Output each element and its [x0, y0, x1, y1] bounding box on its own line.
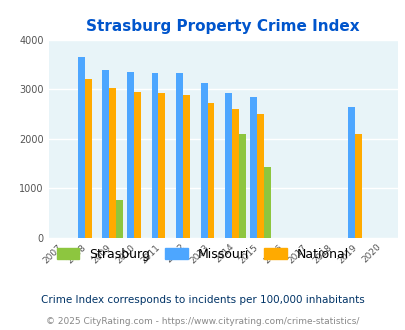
Bar [158, 93, 165, 238]
Bar [256, 115, 263, 238]
Bar [354, 134, 361, 238]
Bar [84, 79, 91, 238]
Bar [232, 110, 239, 238]
Bar [134, 92, 141, 238]
Title: Strasburg Property Crime Index: Strasburg Property Crime Index [86, 19, 359, 34]
Bar [151, 73, 158, 238]
Bar [77, 57, 84, 238]
Bar [347, 108, 354, 238]
Bar [207, 103, 214, 238]
Text: Crime Index corresponds to incidents per 100,000 inhabitants: Crime Index corresponds to incidents per… [41, 295, 364, 305]
Bar [225, 93, 232, 238]
Bar [249, 96, 256, 238]
Bar [263, 167, 270, 238]
Bar [200, 83, 207, 238]
Bar [183, 95, 190, 238]
Text: © 2025 CityRating.com - https://www.cityrating.com/crime-statistics/: © 2025 CityRating.com - https://www.city… [46, 317, 359, 326]
Legend: Strasburg, Missouri, National: Strasburg, Missouri, National [52, 243, 353, 266]
Bar [102, 70, 109, 238]
Bar [239, 134, 245, 238]
Bar [176, 73, 183, 238]
Bar [116, 200, 123, 238]
Bar [127, 72, 134, 238]
Bar [109, 88, 116, 238]
